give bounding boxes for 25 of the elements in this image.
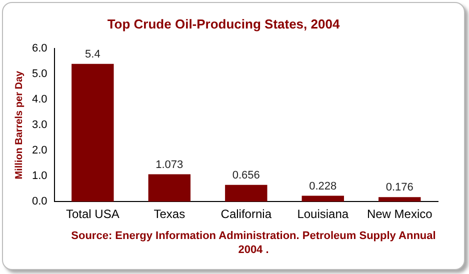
data-label: 0.176 [386, 182, 414, 194]
data-label: 0.656 [232, 169, 260, 182]
bar [225, 184, 268, 202]
x-tick-label: Total USA [66, 207, 120, 222]
bar [378, 197, 421, 202]
x-tick-label: California [220, 207, 272, 222]
data-label: 5.4 [85, 48, 100, 60]
chart-title: Top Crude Oil-Producing States, 2004 [107, 16, 340, 32]
bar [72, 64, 114, 202]
y-tick-label: 3.0 [32, 119, 48, 132]
y-tick-label: 1.0 [32, 170, 48, 182]
y-tick-label: 4.0 [32, 94, 48, 106]
y-tick-label: 2.0 [32, 144, 48, 157]
x-tick-label: Louisiana [297, 207, 349, 222]
y-tick-label: 6.0 [32, 42, 48, 55]
y-axis-title: Million Barrels per Day [14, 70, 25, 180]
x-tick-label: New Mexico [366, 207, 433, 222]
bar [302, 196, 344, 202]
data-label: 1.073 [156, 158, 184, 171]
bar [148, 174, 191, 202]
source-note: Source: Energy Information Administration. Petroleum Supply Annual 2004 . [70, 229, 437, 257]
x-tick-label: Texas [154, 207, 186, 222]
data-label: 0.228 [309, 180, 337, 192]
y-tick-label: 0.0 [32, 196, 48, 208]
y-tick-label: 5.0 [32, 68, 48, 80]
